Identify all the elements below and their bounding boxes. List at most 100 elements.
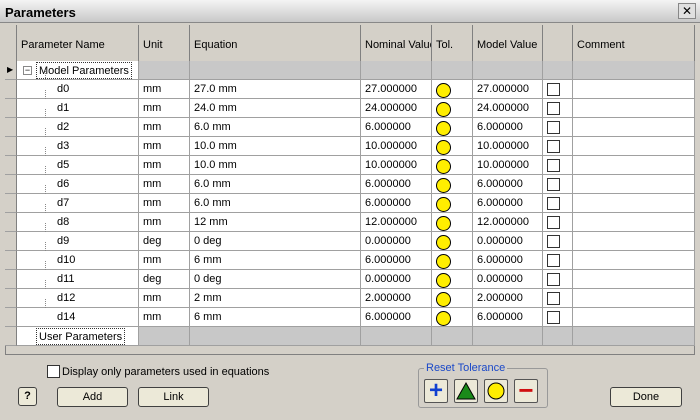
column-header: Equation — [190, 25, 361, 62]
window-title: Parameters — [5, 5, 76, 20]
grid-cell[interactable]: 6 mm — [190, 308, 361, 327]
group-cell — [473, 61, 543, 80]
grid-cell — [543, 194, 573, 213]
export-checkbox[interactable] — [547, 311, 560, 324]
export-checkbox[interactable] — [547, 273, 560, 286]
help-button[interactable]: ? — [18, 387, 37, 406]
tolerance-indicator[interactable] — [436, 216, 451, 231]
grid-cell — [543, 118, 573, 137]
tolerance-lower-button[interactable]: − — [514, 377, 538, 403]
export-checkbox[interactable] — [547, 235, 560, 248]
tolerance-indicator[interactable] — [436, 83, 451, 98]
tolerance-indicator[interactable] — [436, 292, 451, 307]
grid-cell — [432, 80, 473, 99]
header-corner — [5, 25, 17, 62]
tolerance-indicator[interactable] — [436, 102, 451, 117]
tolerance-indicator[interactable] — [436, 254, 451, 269]
grid-cell — [573, 251, 695, 270]
export-checkbox[interactable] — [547, 178, 560, 191]
filter-checkbox[interactable] — [47, 365, 60, 378]
grid-cell — [432, 213, 473, 232]
grid-cell — [573, 289, 695, 308]
grid-cell[interactable]: 24.0 mm — [190, 99, 361, 118]
grid-cell: mm — [139, 118, 190, 137]
tolerance-indicator[interactable] — [436, 159, 451, 174]
grid-cell — [432, 232, 473, 251]
done-button[interactable]: Done — [610, 387, 682, 407]
grid-cell[interactable]: 10.0 mm — [190, 137, 361, 156]
tolerance-indicator[interactable] — [436, 178, 451, 193]
grid-cell: mm — [139, 175, 190, 194]
grid-cell[interactable]: 12 mm — [190, 213, 361, 232]
grid-cell[interactable]: 6.0 mm — [190, 175, 361, 194]
grid-cell[interactable]: 6.0 mm — [190, 194, 361, 213]
grid-cell: 2.000000 — [361, 289, 432, 308]
group-cell — [190, 327, 361, 346]
grid-cell — [573, 213, 695, 232]
grid-cell: 10.000000 — [361, 137, 432, 156]
export-checkbox[interactable] — [547, 102, 560, 115]
export-checkbox[interactable] — [547, 83, 560, 96]
grid-cell: 6.000000 — [473, 251, 543, 270]
grid-cell[interactable]: 27.0 mm — [190, 80, 361, 99]
grid-cell: d3 — [17, 137, 139, 156]
grid-cell — [543, 308, 573, 327]
grid-cell — [543, 251, 573, 270]
grid-cell: 27.000000 — [361, 80, 432, 99]
grid-cell: mm — [139, 194, 190, 213]
row-selector — [5, 137, 17, 156]
group-cell — [573, 61, 695, 80]
export-checkbox[interactable] — [547, 197, 560, 210]
grid-cell: d6 — [17, 175, 139, 194]
grid-cell: d12 — [17, 289, 139, 308]
grid-cell — [432, 118, 473, 137]
grid-cell: 27.000000 — [473, 80, 543, 99]
export-checkbox[interactable] — [547, 140, 560, 153]
column-header: Nominal Value — [361, 25, 432, 62]
row-selector — [5, 213, 17, 232]
grid-cell — [432, 99, 473, 118]
tolerance-indicator[interactable] — [436, 140, 451, 155]
expand-toggle[interactable]: − — [23, 65, 32, 75]
export-checkbox[interactable] — [547, 121, 560, 134]
export-checkbox[interactable] — [547, 292, 560, 305]
grid-cell: mm — [139, 308, 190, 327]
tolerance-indicator[interactable] — [436, 121, 451, 136]
group-cell — [543, 61, 573, 80]
grid-cell[interactable]: 0 deg — [190, 232, 361, 251]
grid-cell: d1 — [17, 99, 139, 118]
tolerance-indicator[interactable] — [436, 311, 451, 326]
grid-cell — [573, 270, 695, 289]
tolerance-indicator[interactable] — [436, 273, 451, 288]
link-button[interactable]: Link — [138, 387, 209, 407]
tolerance-mean-button[interactable] — [454, 379, 478, 403]
grid-cell: 12.000000 — [473, 213, 543, 232]
add-button[interactable]: Add — [57, 387, 128, 407]
row-selector — [5, 194, 17, 213]
tolerance-indicator[interactable] — [436, 197, 451, 212]
grid-cell[interactable]: 10.0 mm — [190, 156, 361, 175]
export-checkbox[interactable] — [547, 159, 560, 172]
grid-cell — [432, 194, 473, 213]
grid-cell: 6.000000 — [361, 251, 432, 270]
grid-cell: mm — [139, 99, 190, 118]
export-checkbox[interactable] — [547, 216, 560, 229]
group-cell — [190, 61, 361, 80]
tolerance-upper-button[interactable]: + — [424, 379, 448, 403]
grid-cell[interactable]: 0 deg — [190, 270, 361, 289]
grid-cell — [543, 99, 573, 118]
grid-cell — [432, 156, 473, 175]
grid-cell: 0.000000 — [361, 270, 432, 289]
group-cell — [361, 61, 432, 80]
grid-cell[interactable]: 6.0 mm — [190, 118, 361, 137]
close-button[interactable]: ✕ — [678, 3, 696, 19]
grid-cell: 24.000000 — [473, 99, 543, 118]
row-selector — [5, 175, 17, 194]
row-selector — [5, 99, 17, 118]
grid-cell: d14 — [17, 308, 139, 327]
export-checkbox[interactable] — [547, 254, 560, 267]
tolerance-indicator[interactable] — [436, 235, 451, 250]
tolerance-nominal-button[interactable] — [484, 379, 508, 403]
grid-cell[interactable]: 2 mm — [190, 289, 361, 308]
grid-cell[interactable]: 6 mm — [190, 251, 361, 270]
